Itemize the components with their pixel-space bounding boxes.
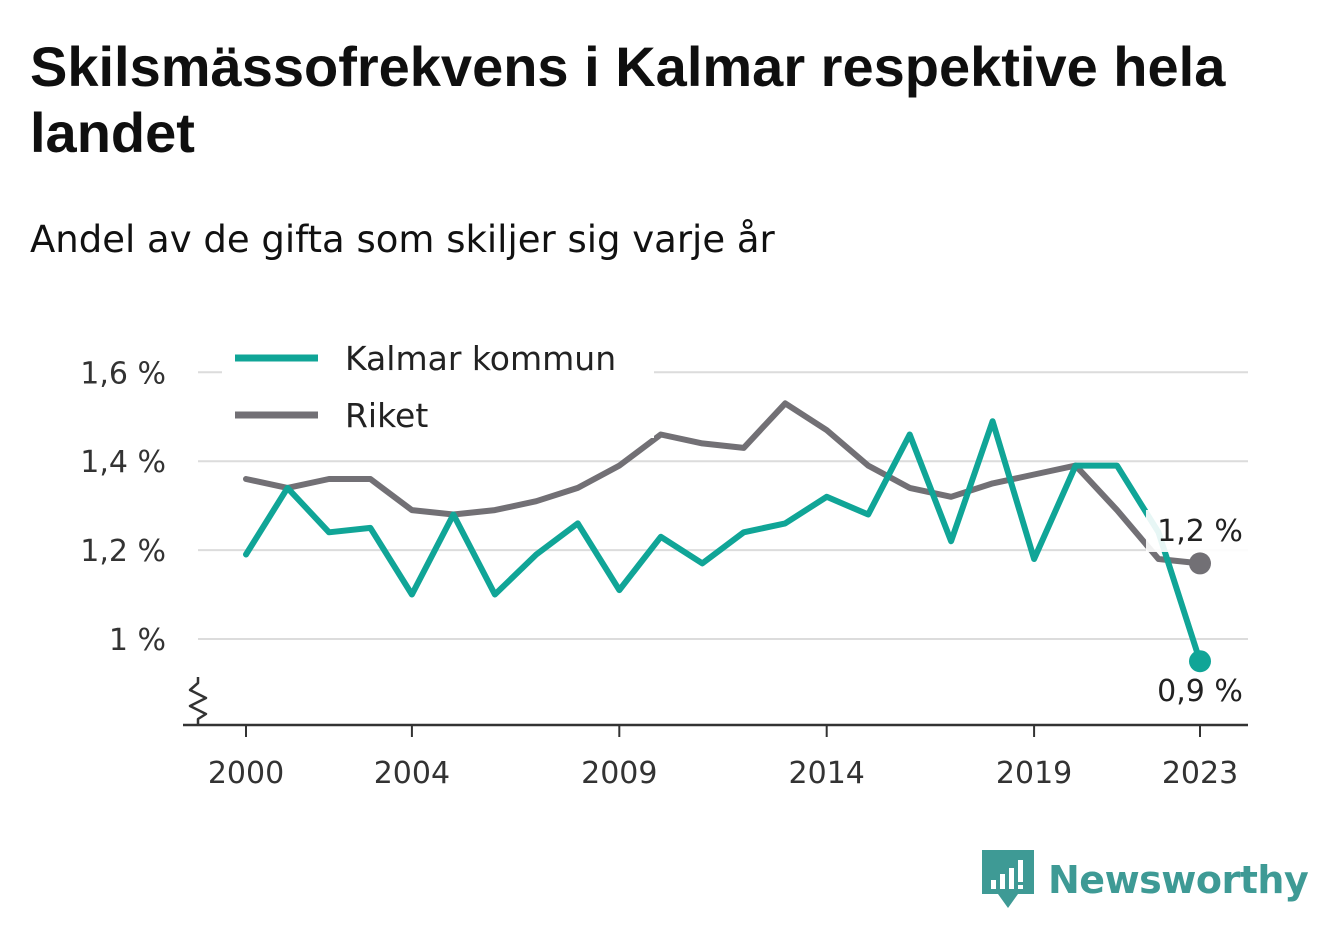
series-line-riket (243, 400, 1203, 567)
chart-title: Skilsmässofrekvens i Kalmar respektive h… (30, 35, 1226, 164)
y-tick-label: 1,4 % (80, 445, 166, 480)
end-label-riket: 1,2 % (1157, 514, 1243, 549)
chart-subtitle: Andel av de gifta som skiljer sig varje … (30, 218, 775, 261)
x-axis: 2000 2004 2009 2014 2019 2023 (183, 677, 1248, 791)
x-tick-label: 2004 (374, 756, 450, 791)
x-tick-label: 2023 (1162, 756, 1238, 791)
series-end-point (1189, 552, 1211, 575)
newsworthy-brand: Newsworthy (982, 850, 1309, 910)
y-axis-ticks: 1 % 1,2 % 1,4 % 1,6 % (80, 356, 166, 658)
axis-break-icon (188, 677, 208, 725)
x-tick-label: 2000 (208, 756, 284, 791)
x-tick-label: 2019 (996, 756, 1072, 791)
newsworthy-logo-icon (982, 850, 1034, 908)
x-tick-label: 2009 (581, 756, 657, 791)
end-labels: 1,2 % 0,9 % (1146, 510, 1248, 709)
legend-label: Kalmar kommun (345, 339, 616, 378)
series-line-kalmar (243, 418, 1203, 665)
end-label-kalmar: 0,9 % (1157, 674, 1243, 709)
brand-name: Newsworthy (1048, 858, 1309, 902)
y-tick-label: 1,6 % (80, 356, 166, 391)
series-end-point (1189, 650, 1211, 673)
legend-label: Riket (345, 396, 428, 435)
series-lines (243, 400, 1211, 673)
x-tick-label: 2014 (789, 756, 865, 791)
end-label-background (1146, 510, 1248, 552)
y-tick-label: 1 % (109, 623, 166, 658)
y-tick-label: 1,2 % (80, 534, 166, 569)
legend: Kalmar kommun Riket (222, 338, 654, 438)
